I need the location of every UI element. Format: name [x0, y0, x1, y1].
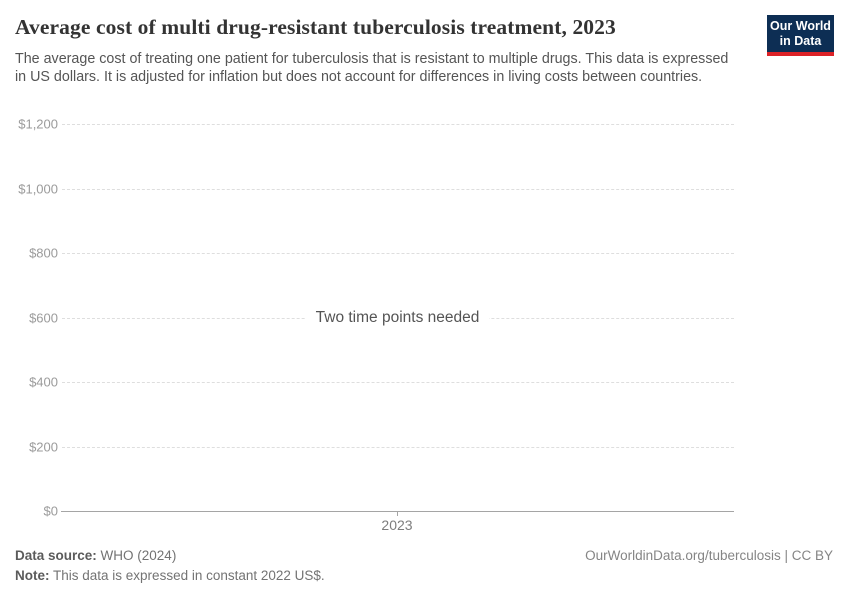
note-label: Note: [15, 568, 50, 583]
y-axis-tick-label: $800 [29, 245, 58, 261]
y-axis-tick-label: $400 [29, 374, 58, 390]
empty-chart-message: Two time points needed [305, 309, 490, 327]
note-value: This data is expressed in constant 2022 … [53, 568, 325, 583]
owid-logo: Our World in Data [767, 15, 834, 56]
chart-subtitle: The average cost of treating one patient… [15, 51, 729, 85]
owid-logo-line2: in Data [779, 34, 822, 48]
gridline [62, 189, 734, 190]
data-source-value: WHO (2024) [100, 548, 177, 563]
owid-logo-line1: Our World [770, 19, 831, 33]
gridline [62, 124, 734, 125]
page-title: Average cost of multi drug-resistant tub… [15, 15, 616, 39]
gridline [62, 253, 734, 254]
y-axis-tick-label: $0 [43, 503, 58, 519]
y-axis-tick-label: $1,000 [18, 181, 58, 197]
y-axis-tick-label: $600 [29, 310, 58, 326]
gridline [62, 382, 734, 383]
empty-chart-message-row: Two time points needed [61, 309, 734, 336]
footer-citation-link[interactable]: OurWorldinData.org/tuberculosis | CC BY [585, 548, 833, 563]
data-source-label: Data source: [15, 548, 97, 563]
x-axis-tick-label: 2023 [381, 517, 413, 533]
footer-note: Note: This data is expressed in constant… [15, 568, 325, 583]
footer-data-source: Data source: WHO (2024) [15, 548, 176, 563]
y-axis-tick-label: $1,200 [18, 116, 58, 132]
y-axis-tick-label: $200 [29, 439, 58, 455]
x-axis-tick-mark [397, 511, 398, 516]
gridline [62, 447, 734, 448]
